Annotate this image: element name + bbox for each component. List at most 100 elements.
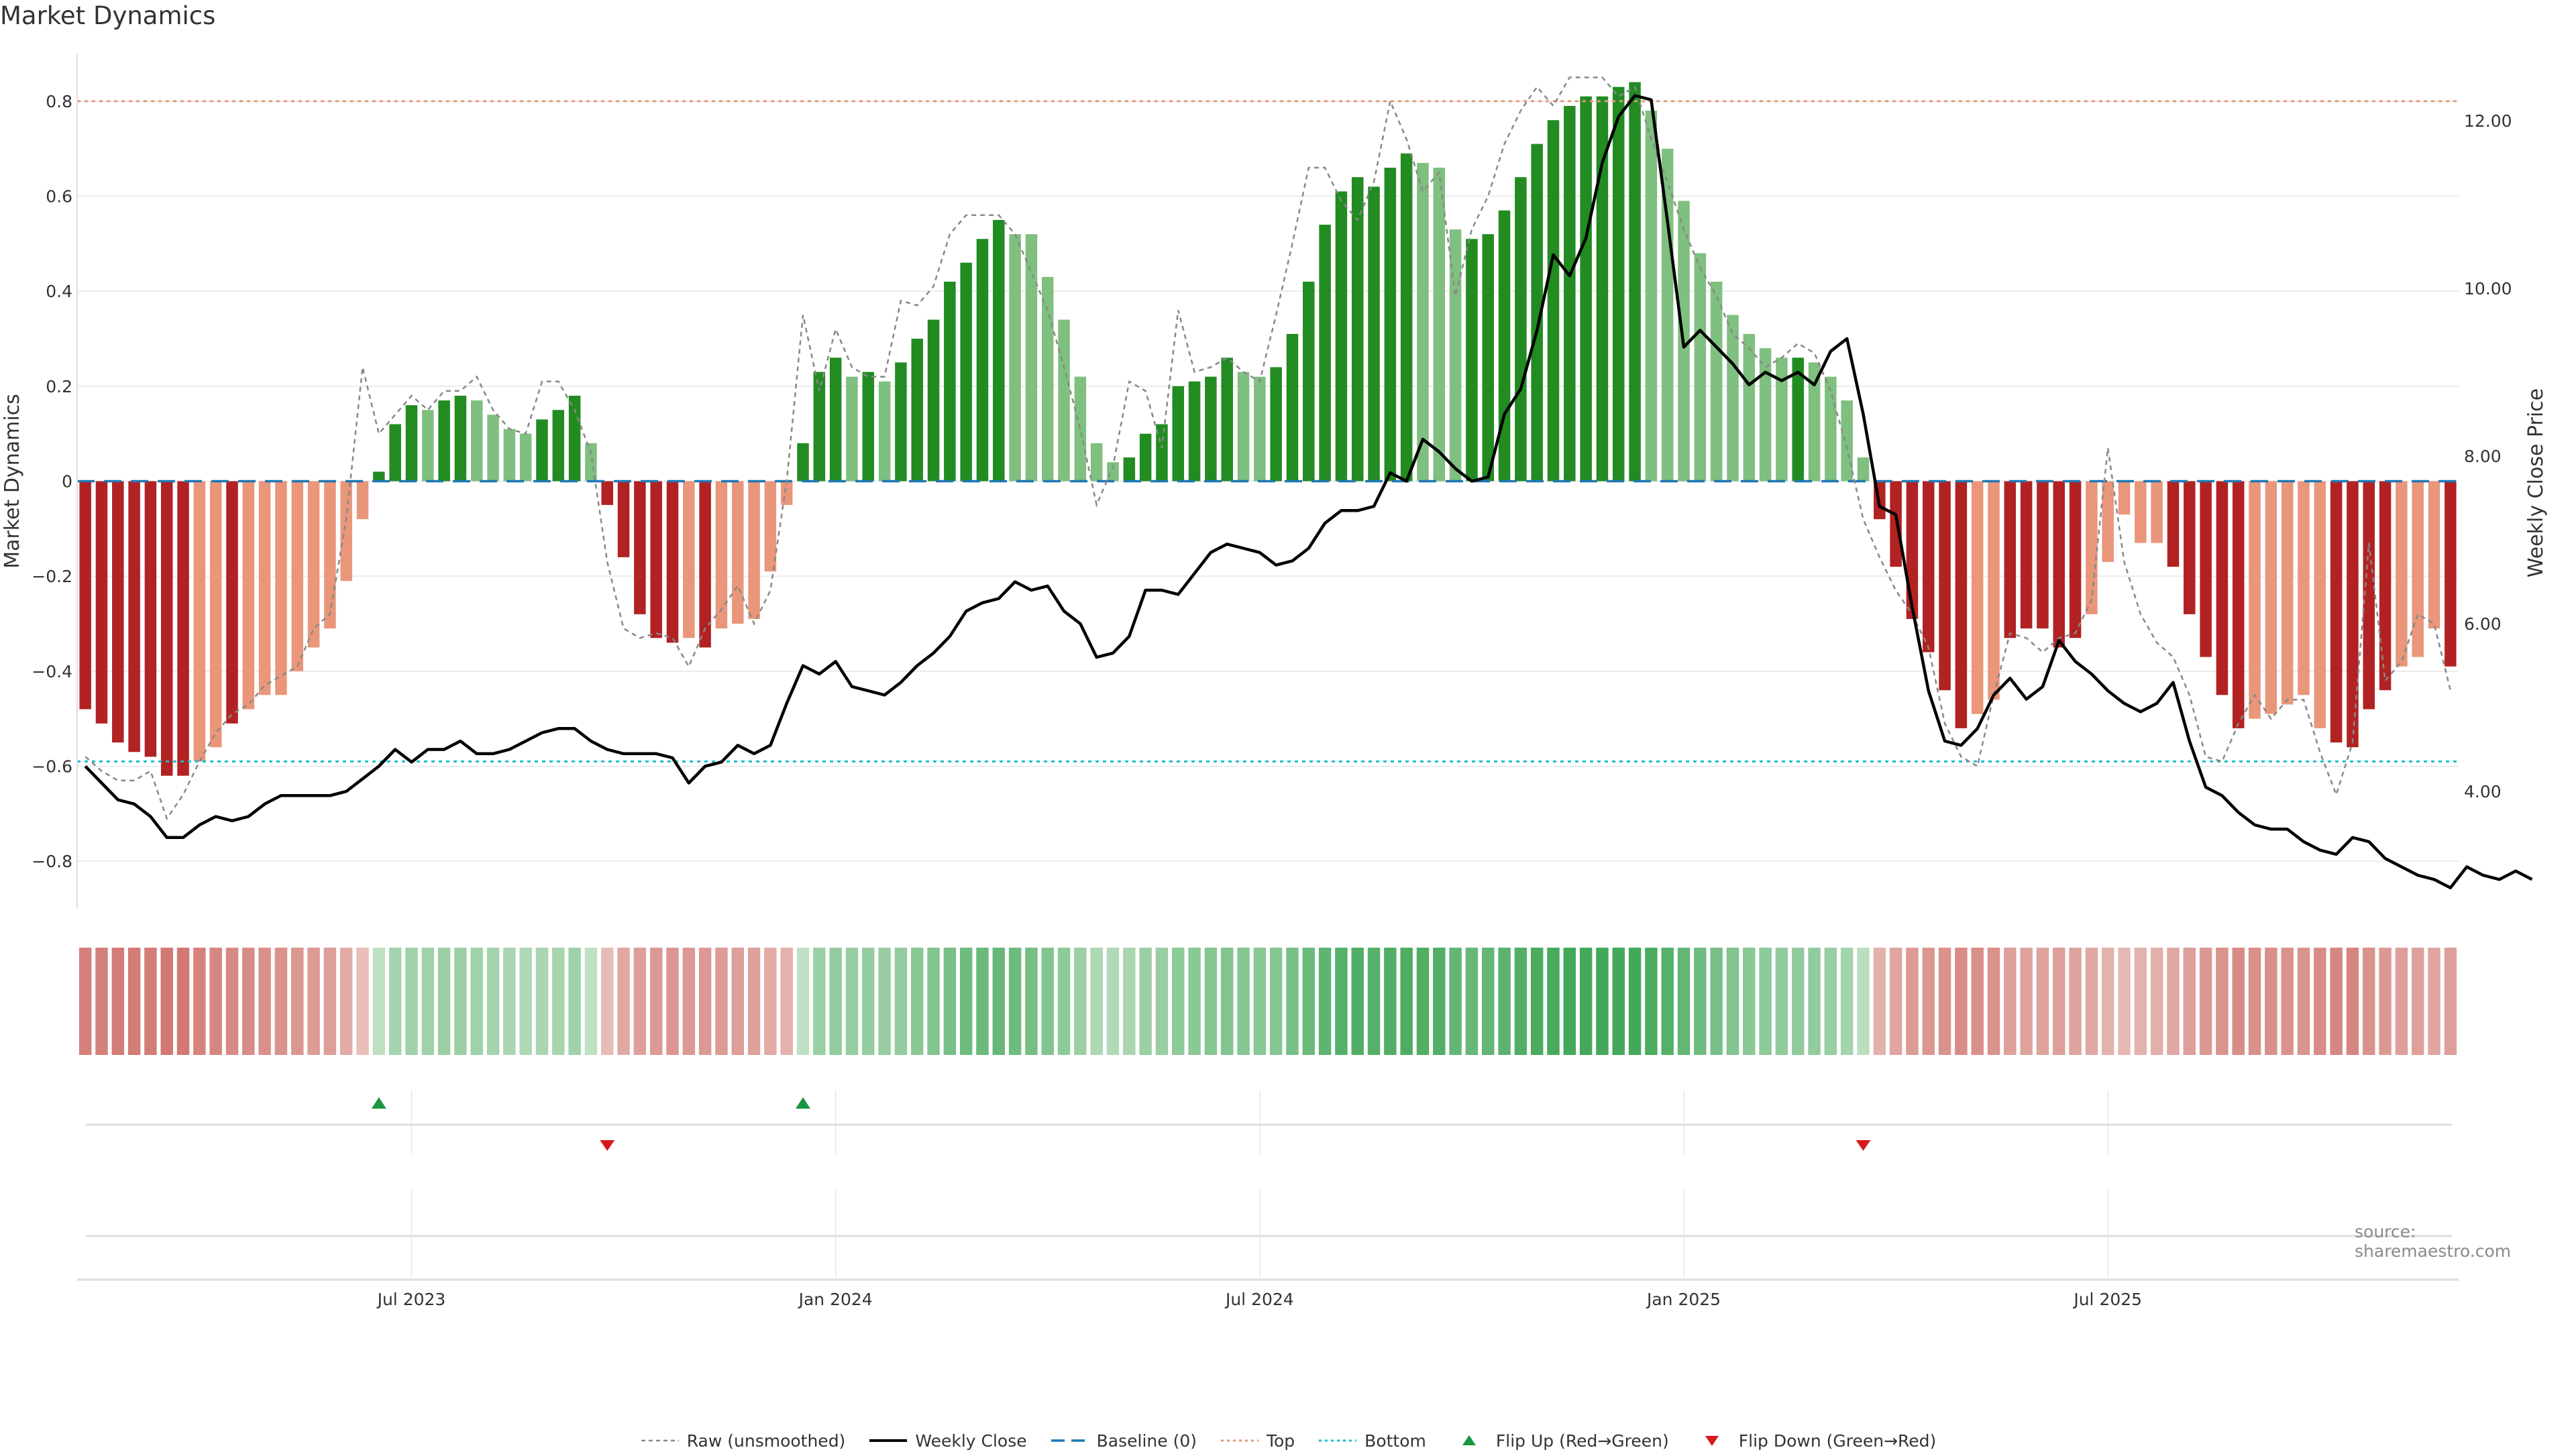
heat-cell xyxy=(910,948,924,1055)
dynamics-bar xyxy=(780,481,793,505)
heat-cell xyxy=(2199,948,2212,1055)
dynamics-bar xyxy=(1743,333,1756,482)
dynamics-bar xyxy=(144,481,157,757)
heat-cell xyxy=(715,948,728,1055)
dynamics-bar xyxy=(373,471,385,482)
dynamics-bar xyxy=(2184,481,2196,614)
dynamics-bar xyxy=(2412,481,2424,657)
dynamics-bar xyxy=(1221,357,1233,482)
dynamics-bar xyxy=(1531,144,1543,482)
legend-label: Baseline (0) xyxy=(1096,1431,1197,1451)
heat-cell xyxy=(1351,948,1364,1055)
heat-cell xyxy=(1269,948,1283,1055)
dynamics-bar xyxy=(601,481,613,505)
dynamics-bar xyxy=(927,319,940,482)
heat-cell xyxy=(2004,948,2017,1055)
heat-cell xyxy=(307,948,320,1055)
heat-cell xyxy=(486,948,500,1055)
y-tick-label: −0.4 xyxy=(32,662,72,681)
dynamics-bar xyxy=(519,433,532,482)
dynamics-bar xyxy=(1515,177,1527,482)
heat-cell xyxy=(2167,948,2180,1055)
heat-cell xyxy=(633,948,647,1055)
heat-cell xyxy=(1661,948,1674,1055)
dynamics-bar xyxy=(911,339,923,482)
dynamics-bar xyxy=(177,481,189,776)
flip_down-legend-swatch xyxy=(1705,1436,1719,1446)
heat-cell xyxy=(78,948,92,1055)
legend-item-flip_up: Flip Up (Red→Green) xyxy=(1449,1431,1669,1451)
dynamics-bar xyxy=(2167,481,2180,567)
axes: −0.8 −0.6 −0.4 −0.2 0 0.2 0.4 0.6 0.8 Market Dyna… xyxy=(1,54,2548,909)
dynamics-bar xyxy=(389,424,401,482)
heat-cell xyxy=(1286,948,1299,1055)
heat-cell xyxy=(1465,948,1479,1055)
heat-cell xyxy=(1384,948,1397,1055)
dynamics-bar xyxy=(1319,225,1331,482)
dynamics-bar xyxy=(1498,210,1511,482)
dynamics-bar xyxy=(2069,481,2082,638)
dynamics-bar xyxy=(2298,481,2310,695)
heat-cell xyxy=(2314,948,2326,1055)
dynamics-bar xyxy=(2347,481,2359,748)
heat-cell xyxy=(1677,948,1690,1055)
dynamics-bar xyxy=(536,419,548,482)
legend-label: Top xyxy=(1266,1431,1295,1451)
dynamics-bar xyxy=(1074,376,1087,482)
heat-cell xyxy=(1302,948,1316,1055)
dynamics-bar xyxy=(895,362,907,482)
bottom-legend-swatch xyxy=(1319,1439,1357,1442)
heat-cell xyxy=(780,948,793,1055)
dynamics-bar xyxy=(1547,120,1560,482)
dynamics-bar xyxy=(1694,253,1707,482)
heat-cell xyxy=(1857,948,1870,1055)
dynamics-bar xyxy=(1759,348,1772,482)
heat-cell xyxy=(1188,948,1201,1055)
dynamics-bar xyxy=(650,481,662,638)
heat-cell xyxy=(339,948,353,1055)
dynamics-bar xyxy=(422,410,434,482)
legend-item-flip_down: Flip Down (Green→Red) xyxy=(1692,1431,1936,1451)
y-tick-label: −0.2 xyxy=(32,567,72,586)
dynamics-bar xyxy=(258,481,271,695)
dynamics-bar xyxy=(226,481,238,724)
heat-cell xyxy=(274,948,288,1055)
heat-cell xyxy=(894,948,908,1055)
dynamics-bar xyxy=(1939,481,1951,691)
y-tick-label: 0.4 xyxy=(46,282,72,301)
heat-cell xyxy=(323,948,337,1055)
heat-cell xyxy=(1433,948,1446,1055)
dynamics-bar xyxy=(1825,376,1837,482)
dynamics-bar xyxy=(1384,168,1397,482)
heat-cell xyxy=(503,948,516,1055)
heat-cell xyxy=(2330,948,2343,1055)
heat-cell xyxy=(1971,948,1984,1055)
heat-cell xyxy=(2150,948,2163,1055)
heat-cell xyxy=(1628,948,1642,1055)
heat-cell xyxy=(1514,948,1527,1055)
heat-cell xyxy=(2020,948,2033,1055)
heat-cell xyxy=(176,948,190,1055)
heat-cell xyxy=(1743,948,1756,1055)
heat-cell xyxy=(2053,948,2065,1055)
dynamics-bar xyxy=(2053,481,2065,648)
dynamics-bar xyxy=(2216,481,2229,695)
dynamics-bar xyxy=(160,481,173,776)
heat-cell xyxy=(1922,948,1935,1055)
x-tick-label: Jul 2025 xyxy=(2072,1290,2142,1309)
heat-cell xyxy=(258,948,271,1055)
dynamics-bar xyxy=(1645,111,1658,482)
heat-cell xyxy=(242,948,255,1055)
series-lines xyxy=(84,76,2533,890)
dynamics-bar xyxy=(2151,481,2163,543)
heat-cell xyxy=(976,948,989,1055)
dynamics-bar xyxy=(79,481,91,710)
dynamics-bar xyxy=(2314,481,2326,728)
heat-cell xyxy=(1139,948,1152,1055)
legend-label: Weekly Close xyxy=(915,1431,1027,1451)
dynamics-bar xyxy=(1661,148,1674,482)
dynamics-bar xyxy=(405,405,418,482)
dynamics-bar xyxy=(683,481,695,638)
dynamics-bar xyxy=(2445,481,2457,667)
